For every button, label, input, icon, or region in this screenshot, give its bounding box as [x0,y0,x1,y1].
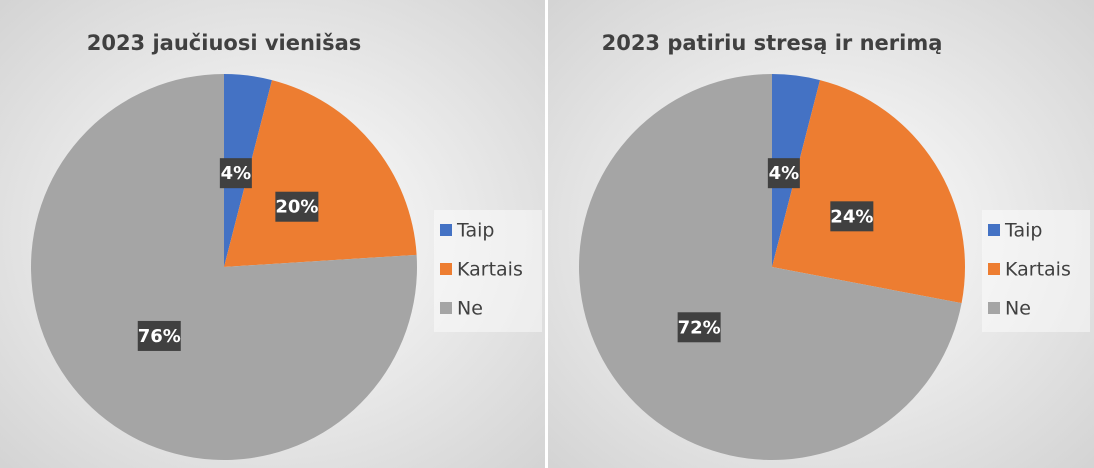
legend-label: Ne [1005,298,1031,320]
pie-slice [772,80,965,304]
legend-label: Taip [1004,220,1042,242]
legend-swatch [988,224,1000,236]
data-label: 20% [275,197,318,218]
legend-label: Kartais [1005,259,1071,281]
legend-swatch [440,302,452,314]
data-label-box [677,312,721,343]
legend-swatch [988,302,1000,314]
chart-title: 2023 patiriu stresą ir nerimą [602,31,943,55]
pie-slice [224,80,417,268]
legend-label: Ne [457,298,483,320]
chart: 2023 jaučiuosi vienišas 4% 20% 76% Taip Karta… [0,0,545,468]
data-label-box [830,201,874,232]
pie-slice [30,74,418,460]
data-label-box [275,191,319,222]
legend-swatch [440,263,452,275]
pie-slice [578,74,962,460]
data-label: 4% [769,163,800,184]
legend-label: Kartais [457,259,523,281]
legend-label: Taip [456,220,494,242]
chart: 2023 patiriu stresą ir nerimą 4% 24% 72% Tai… [548,0,1094,468]
data-label-box [137,320,181,351]
data-label: 24% [830,206,873,227]
data-label-box [767,158,800,189]
chart-title: 2023 jaučiuosi vienišas [87,31,362,55]
data-label: 72% [678,317,721,338]
legend-swatch [440,224,452,236]
data-label: 4% [221,163,252,184]
legend-swatch [988,263,1000,275]
data-label: 76% [138,326,181,347]
data-label-box [219,158,252,189]
